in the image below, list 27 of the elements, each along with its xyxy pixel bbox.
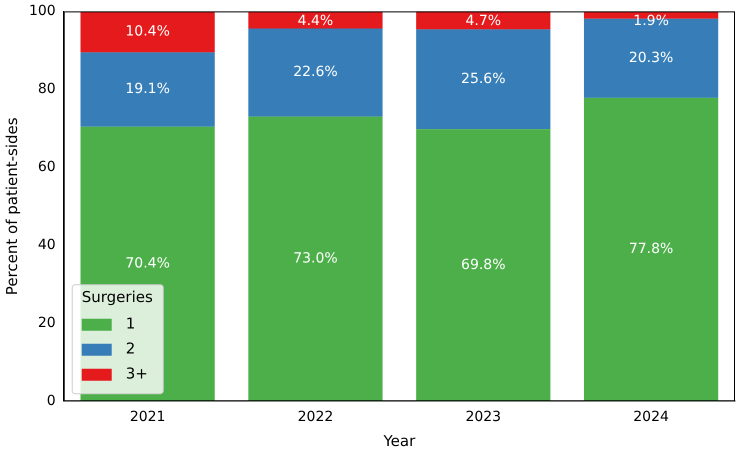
data-label: 10.4% bbox=[125, 24, 170, 40]
y-tick-label: 60 bbox=[38, 158, 56, 175]
y-tick-label: 40 bbox=[38, 236, 56, 253]
y-tick-label: 80 bbox=[38, 81, 56, 97]
y-tick-label: 100 bbox=[28, 3, 56, 20]
data-label: 73.0% bbox=[293, 250, 338, 267]
data-label: 22.6% bbox=[293, 64, 338, 80]
legend-label: 1 bbox=[126, 314, 136, 333]
data-label: 70.4% bbox=[125, 256, 170, 272]
x-tick-label: 2023 bbox=[465, 409, 502, 426]
x-tick-label: 2021 bbox=[130, 409, 166, 426]
legend-label: 2 bbox=[126, 340, 136, 358]
legend-label: 3+ bbox=[126, 364, 148, 383]
x-axis-title: Year bbox=[382, 432, 416, 450]
y-tick-label: 20 bbox=[38, 314, 56, 331]
x-tick-label: 2022 bbox=[298, 409, 334, 426]
y-tick-label: 0 bbox=[46, 392, 56, 409]
x-tick-label: 2024 bbox=[633, 409, 669, 426]
data-label: 77.8% bbox=[628, 241, 674, 258]
data-label: 25.6% bbox=[461, 70, 506, 87]
data-label: 20.3% bbox=[628, 50, 674, 66]
legend-title: Surgeries bbox=[82, 288, 153, 306]
data-label: 19.1% bbox=[125, 81, 170, 98]
y-axis-title: Percent of patient-sides bbox=[2, 117, 21, 296]
data-label: 4.7% bbox=[465, 13, 502, 30]
data-label: 69.8% bbox=[461, 256, 506, 273]
data-label: 4.4% bbox=[298, 13, 334, 30]
